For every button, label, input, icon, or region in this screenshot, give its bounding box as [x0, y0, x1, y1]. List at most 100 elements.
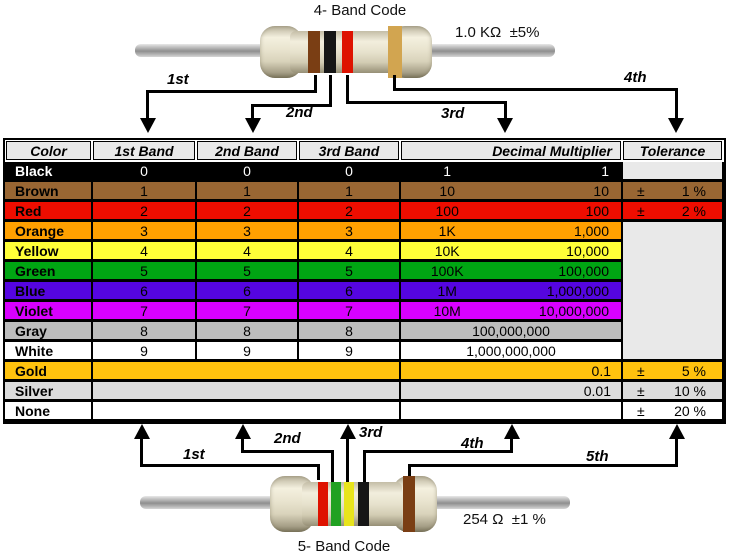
bottom-resistor-value: 254 Ω ±1 % — [463, 511, 546, 528]
row-white-band1: 9 — [93, 342, 197, 362]
four-band-title: 4- Band Code — [313, 2, 407, 19]
row-silver-multiplier: 0.01 — [401, 382, 623, 402]
arrow-bot-2nd-label: 2nd — [274, 430, 301, 447]
row-red-name: Red — [5, 202, 93, 222]
row-gray-multiplier: 100,000,000 — [401, 322, 623, 342]
tolerance-merged-empty-cell — [623, 222, 724, 362]
header-2nd-band: 2nd Band — [197, 141, 297, 160]
row-green-band3: 5 — [299, 262, 401, 282]
row-red-band2: 2 — [197, 202, 299, 222]
row-violet-band3: 7 — [299, 302, 401, 322]
multiplier-value: 10K — [434, 242, 460, 259]
row-yellow-name: Yellow — [5, 242, 93, 262]
row-black-name: Black — [5, 162, 93, 182]
tolerance-value: ± — [637, 182, 645, 199]
arrow-bot-2nd-head — [235, 424, 251, 439]
row-brown-band1: 1 — [93, 182, 197, 202]
arrow-bot-3rd-label: 3rd — [359, 424, 383, 441]
arrow-top-2nd-seg — [251, 104, 254, 120]
top-band-4-gold — [388, 26, 402, 78]
row-orange-band3: 3 — [299, 222, 401, 242]
multiplier-value: 10 — [439, 182, 455, 199]
multiplier-value: 1,000,000 — [546, 282, 609, 299]
arrow-bot-2nd-seg — [331, 450, 334, 483]
tolerance-value: 20 % — [674, 402, 706, 419]
row-gold-name: Gold — [5, 362, 93, 382]
arrow-top-2nd-label: 2nd — [286, 104, 313, 121]
bot-band-3-yellow — [344, 482, 354, 526]
arrow-bot-5th-seg — [675, 437, 678, 467]
row-gold-multiplier: 0.1 — [401, 362, 623, 382]
arrow-top-4th-head — [668, 118, 684, 133]
arrow-bot-2nd-seg — [241, 450, 334, 453]
arrow-top-1st-label: 1st — [167, 71, 189, 88]
header-color: Color — [6, 141, 91, 160]
row-none-name: None — [5, 402, 93, 422]
arrow-bot-5th-seg — [408, 464, 678, 467]
tolerance-value: 10 % — [674, 382, 706, 399]
arrow-bot-4th-seg — [363, 450, 366, 483]
multiplier-value: 10M — [433, 302, 461, 319]
row-green-multiplier: 100K 100,000 — [401, 262, 623, 282]
five-band-title: 5- Band Code — [297, 538, 391, 555]
row-violet-multiplier: 10M 10,000,000 — [401, 302, 623, 322]
row-none-tolerance: ±20 % — [623, 402, 724, 422]
row-none-multiplier — [401, 402, 623, 422]
arrow-bot-5th-head — [669, 424, 685, 439]
row-green-band1: 5 — [93, 262, 197, 282]
row-black-band2: 0 — [197, 162, 299, 182]
top-band-3-red — [342, 31, 353, 73]
multiplier-value: 1,000 — [573, 222, 609, 239]
multiplier-value: 1 — [601, 162, 609, 179]
row-blue-band3: 6 — [299, 282, 401, 302]
row-brown-tolerance: ±1 % — [623, 182, 724, 202]
arrow-bot-4th-head — [504, 424, 520, 439]
row-red-multiplier: 100 100 — [401, 202, 623, 222]
multiplier-value: 10,000 — [566, 242, 609, 259]
row-orange-name: Orange — [5, 222, 93, 242]
arrow-bot-5th-seg — [408, 464, 411, 478]
arrow-bot-4th-label: 4th — [461, 435, 484, 452]
row-violet-band1: 7 — [93, 302, 197, 322]
multiplier-value: 100 — [435, 202, 459, 219]
row-gold-tolerance: ±5 % — [623, 362, 724, 382]
row-gray-name: Gray — [5, 322, 93, 342]
row-orange-band1: 3 — [93, 222, 197, 242]
header-tolerance: Tolerance — [623, 141, 722, 160]
row-orange-multiplier: 1K 1,000 — [401, 222, 623, 242]
row-gray-band1: 8 — [93, 322, 197, 342]
multiplier-value: 100,000 — [558, 262, 609, 279]
arrow-top-3rd-seg — [346, 101, 507, 104]
arrow-bot-5th-label: 5th — [586, 448, 609, 465]
row-blue-band2: 6 — [197, 282, 299, 302]
multiplier-value: 1,000,000,000 — [466, 342, 556, 359]
row-yellow-band3: 4 — [299, 242, 401, 262]
row-black-tolerance — [623, 162, 724, 182]
header-1st-band: 1st Band — [93, 141, 195, 160]
arrow-top-2nd-seg — [329, 75, 332, 107]
arrow-bot-1st-label: 1st — [183, 446, 205, 463]
arrow-top-4th-seg — [393, 88, 678, 91]
bot-band-5-brown — [403, 476, 415, 532]
row-gray-band3: 8 — [299, 322, 401, 342]
multiplier-value: 1M — [437, 282, 457, 299]
row-black-band1: 0 — [93, 162, 197, 182]
tolerance-value: ± — [637, 402, 645, 419]
multiplier-value: 10 — [593, 182, 609, 199]
top-resistor-value: 1.0 KΩ ±5% — [455, 24, 540, 41]
multiplier-value: 100 — [585, 202, 609, 219]
arrow-bot-1st-seg — [140, 464, 320, 467]
row-black-band3: 0 — [299, 162, 401, 182]
arrow-top-4th-seg — [393, 75, 396, 91]
row-red-tolerance: ±2 % — [623, 202, 724, 222]
tolerance-value: ± — [637, 362, 645, 379]
row-red-band3: 2 — [299, 202, 401, 222]
row-yellow-band1: 4 — [93, 242, 197, 262]
tolerance-value: 1 % — [681, 182, 706, 199]
row-brown-multiplier: 10 10 — [401, 182, 623, 202]
arrow-top-4th-label: 4th — [624, 69, 647, 86]
row-white-multiplier: 1,000,000,000 — [401, 342, 623, 362]
row-yellow-multiplier: 10K 10,000 — [401, 242, 623, 262]
